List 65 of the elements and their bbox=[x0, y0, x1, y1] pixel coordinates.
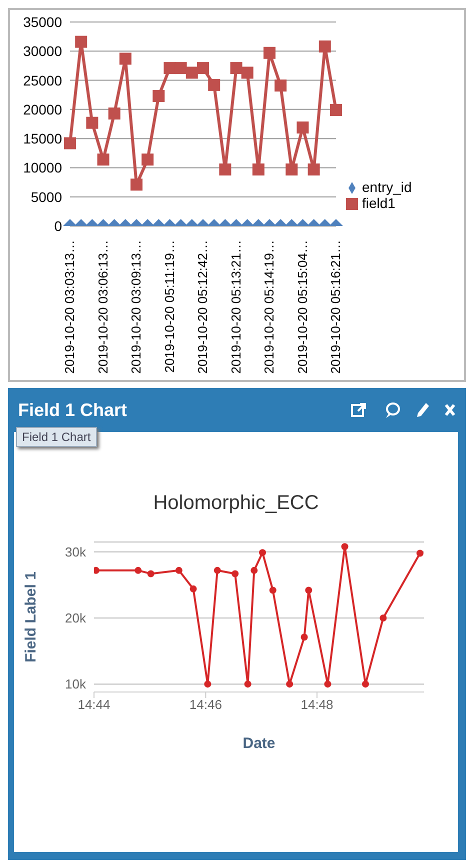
point bbox=[259, 549, 266, 556]
point bbox=[147, 570, 154, 578]
point bbox=[230, 62, 242, 74]
y-tick-label: 30000 bbox=[23, 43, 62, 60]
y-tick-label: 10000 bbox=[23, 160, 62, 176]
y-tick-label: 5000 bbox=[30, 188, 62, 205]
point bbox=[134, 566, 142, 574]
point bbox=[300, 634, 308, 641]
point bbox=[296, 121, 309, 134]
x-axis-title: Date bbox=[242, 735, 276, 752]
x-tick-label: 14:44 bbox=[78, 697, 110, 712]
point bbox=[380, 614, 387, 622]
point bbox=[108, 108, 120, 120]
legend-label: entry_id bbox=[362, 179, 412, 195]
x-tick-label: 2019-10-20 03:09:13… bbox=[128, 240, 144, 374]
point bbox=[250, 566, 258, 574]
point bbox=[362, 680, 369, 688]
x-tick-label: 2019-10-20 05:11:19… bbox=[162, 240, 177, 373]
y-tick-label: 15000 bbox=[23, 130, 62, 147]
point bbox=[75, 36, 88, 48]
chart-subtitle: Holomorphic_ECC bbox=[152, 492, 320, 515]
y-tick-label: 10k bbox=[65, 676, 86, 692]
point bbox=[164, 62, 176, 74]
y-tick-label: 0 bbox=[54, 218, 62, 234]
point bbox=[416, 550, 424, 557]
text: Field 1 Chart bbox=[16, 427, 97, 447]
point bbox=[86, 116, 98, 129]
point bbox=[274, 80, 287, 92]
y-tick-label: 20000 bbox=[23, 101, 62, 118]
point bbox=[204, 680, 212, 688]
legend-label: field1 bbox=[362, 195, 396, 211]
x-tick-label: 2019-10-20 05:13:21… bbox=[228, 240, 244, 374]
point bbox=[241, 66, 254, 79]
point bbox=[214, 566, 221, 574]
x-tick-label: 14:46 bbox=[189, 697, 222, 712]
y-tick-label: 30k bbox=[65, 544, 86, 560]
point bbox=[197, 62, 209, 74]
x-tick-label: 2019-10-20 03:03:13… bbox=[62, 240, 77, 374]
point bbox=[318, 40, 331, 52]
x-tick-label: 2019-10-20 05:15:04… bbox=[294, 240, 310, 374]
x-tick-label: 2019-10-20 03:06:13… bbox=[95, 240, 110, 374]
point bbox=[94, 566, 100, 574]
x-tick-label: 14:48 bbox=[300, 697, 334, 712]
point bbox=[341, 543, 348, 550]
point bbox=[269, 586, 276, 594]
point bbox=[152, 90, 165, 102]
point bbox=[330, 104, 342, 116]
chart-title: Field 1 Chart bbox=[18, 400, 128, 421]
y-tick-label: 25000 bbox=[23, 72, 62, 88]
point bbox=[264, 46, 276, 59]
y-tick-label: 20k bbox=[65, 610, 86, 626]
point bbox=[244, 680, 252, 688]
point bbox=[208, 78, 220, 91]
x-tick-label: 2019-10-20 05:14:19… bbox=[262, 240, 276, 374]
point bbox=[305, 586, 312, 594]
y-tick-label: 35000 bbox=[23, 14, 62, 30]
point bbox=[232, 570, 239, 578]
x-tick-label: 2019-10-20 05:12:42… bbox=[195, 240, 210, 374]
y-axis-title: Field Label 1 bbox=[22, 572, 40, 662]
point bbox=[324, 680, 332, 688]
point bbox=[119, 52, 132, 65]
point bbox=[175, 566, 182, 574]
x-tick-label: 2019-10-20 05:16:21… bbox=[328, 240, 343, 374]
point bbox=[286, 680, 294, 688]
point bbox=[190, 585, 197, 592]
